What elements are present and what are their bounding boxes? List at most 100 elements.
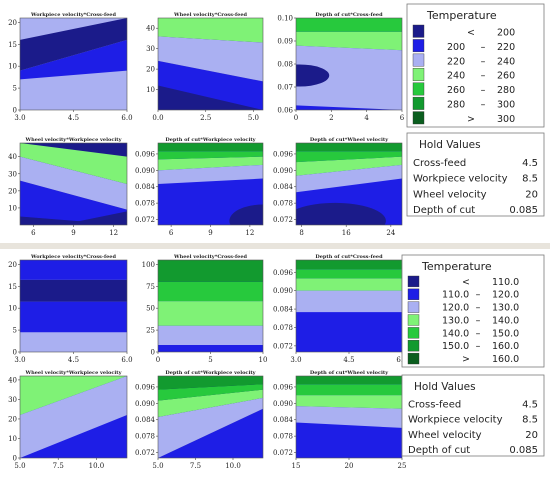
legend-dash: –	[481, 100, 486, 111]
y-tick-label: 0.08	[277, 61, 293, 69]
contour-region-min	[60, 211, 127, 225]
y-tick-label: 50	[146, 305, 155, 313]
contour-band	[296, 105, 402, 110]
contour-band	[296, 18, 402, 32]
legend-dash: –	[476, 290, 481, 301]
hold-factor-value: 0.085	[509, 445, 538, 456]
y-tick-label: 0.084	[273, 416, 294, 424]
y-tick-label: 0.096	[273, 383, 294, 391]
legend-swatch	[412, 24, 425, 38]
contour-panel: Depth of cut*Workpiece velocity 6 9 12 0.072…	[135, 137, 264, 237]
contour-band	[20, 156, 127, 210]
legend-dash: –	[481, 56, 486, 67]
contour-panel: Workpiece velocity*Cross-feed 3.0 4.5 6.0 0 5…	[8, 12, 132, 122]
contour-band	[20, 18, 127, 71]
contour-band	[158, 143, 263, 152]
contour-band	[158, 60, 263, 110]
legend-low: 280	[447, 100, 465, 111]
y-tick-label: 30	[8, 170, 17, 178]
contour-panel: Wheel velocity*Cross-feed 0.0 2.5 5.0 10 20 30…	[146, 12, 264, 122]
panel-body	[158, 18, 263, 110]
panel-title: Wheel velocity*Cross-feed	[173, 12, 248, 18]
y-tick-label: 0.078	[273, 200, 293, 208]
y-tick-label: 20	[146, 66, 155, 74]
contour-band	[158, 384, 263, 401]
x-tick-label: 6	[400, 114, 405, 122]
y-tick-label: 40	[146, 25, 155, 33]
y-tick-label: 75	[146, 283, 155, 291]
legend-swatch	[412, 111, 425, 125]
panel-body	[20, 260, 127, 352]
y-tick-label: 0.084	[135, 183, 156, 191]
panel-title: Depth of cut*Wheel velocity	[310, 370, 389, 376]
hold-values-title: Hold Values	[414, 381, 476, 393]
panel-title: Workpiece velocity*Cross-feed	[30, 12, 116, 18]
contour-panel: Depth of cut*Cross-feed3.04.56.00.0720.0…	[273, 254, 408, 364]
y-tick-label: 0.072	[135, 216, 155, 224]
x-tick-label: 7.5	[53, 462, 64, 470]
x-tick-label: 10.0	[225, 462, 241, 470]
x-tick-label: 12	[245, 229, 254, 237]
panel-body	[296, 260, 402, 352]
y-tick-label: 10	[8, 305, 17, 313]
x-tick-label: 5.0	[248, 114, 259, 122]
legend-limit: 160.0	[492, 354, 519, 365]
legend-high: 300	[497, 100, 515, 111]
panel-title: Depth of cut*Wheel velocity	[310, 137, 389, 143]
panel-title: Depth of cut*Cross-feed	[315, 12, 383, 18]
y-tick-label: 0.084	[273, 183, 294, 191]
contour-band	[296, 384, 402, 396]
panel-body	[20, 18, 127, 110]
y-tick-label: 10	[8, 63, 17, 71]
contour-band	[20, 143, 127, 184]
x-tick-label: 4.5	[68, 356, 79, 364]
hold-factor-value: 8.5	[522, 174, 538, 185]
y-tick-label: 20	[8, 261, 17, 269]
y-tick-label: 0.072	[135, 449, 155, 457]
hold-factor-name: Wheel velocity	[413, 189, 487, 200]
panel-body	[20, 143, 127, 225]
hold-factor-name: Cross-feed	[408, 399, 461, 410]
hold-factor-value: 4.5	[522, 158, 538, 169]
contour-band	[296, 395, 402, 409]
y-tick-label: 0.090	[273, 167, 293, 175]
legend-low: 140.0	[442, 328, 469, 339]
x-tick-label: 4	[364, 114, 369, 122]
legend-low: 200	[447, 42, 465, 53]
x-tick-label: 3.0	[14, 356, 25, 364]
contour-band	[20, 216, 127, 225]
side-panels: (a)Temperature<200200–220220–240240–2602…	[401, 3, 545, 457]
contour-panel: Wheel velocity*Workpiece velocity 6 9 12 10 2…	[8, 137, 128, 237]
y-tick-label: 100	[142, 261, 155, 269]
legend-op: <	[462, 277, 470, 288]
contour-band	[158, 156, 263, 171]
x-tick-label: 0.0	[152, 114, 163, 122]
legend-op: >	[467, 114, 475, 125]
y-tick-label: 40	[8, 153, 17, 161]
contour-band	[158, 344, 263, 352]
plot-frame	[157, 375, 264, 459]
x-tick-label: 9	[71, 229, 75, 237]
hold-factor-value: 0.085	[509, 205, 538, 216]
legend-swatch	[407, 314, 420, 326]
contour-band	[158, 281, 263, 302]
contour-band	[158, 301, 263, 326]
x-tick-label: 3.0	[14, 114, 25, 122]
y-tick-label: 0.096	[273, 150, 294, 158]
contour-band	[158, 260, 263, 282]
y-tick-label: 0.090	[273, 287, 293, 295]
legend-op: >	[462, 354, 470, 365]
contour-panel: Depth of cut*Workpiece velocity 5.0 7.5 10.…	[135, 370, 264, 470]
legend-high: 220	[497, 42, 515, 53]
x-tick-label: 6.0	[121, 356, 132, 364]
y-tick-label: 20	[8, 415, 17, 423]
hold-factor-name: Workpiece velocity	[408, 415, 503, 426]
hold-factor-value: 8.5	[522, 415, 538, 426]
y-tick-label: 0	[151, 349, 155, 357]
contour-panel: Depth of cut*Wheel velocity 15 20 25 0.072 0.…	[273, 370, 407, 470]
hold-factor-name: Depth of cut	[413, 205, 475, 216]
legend-high: 140.0	[492, 315, 519, 326]
y-tick-label: 10	[8, 435, 17, 443]
